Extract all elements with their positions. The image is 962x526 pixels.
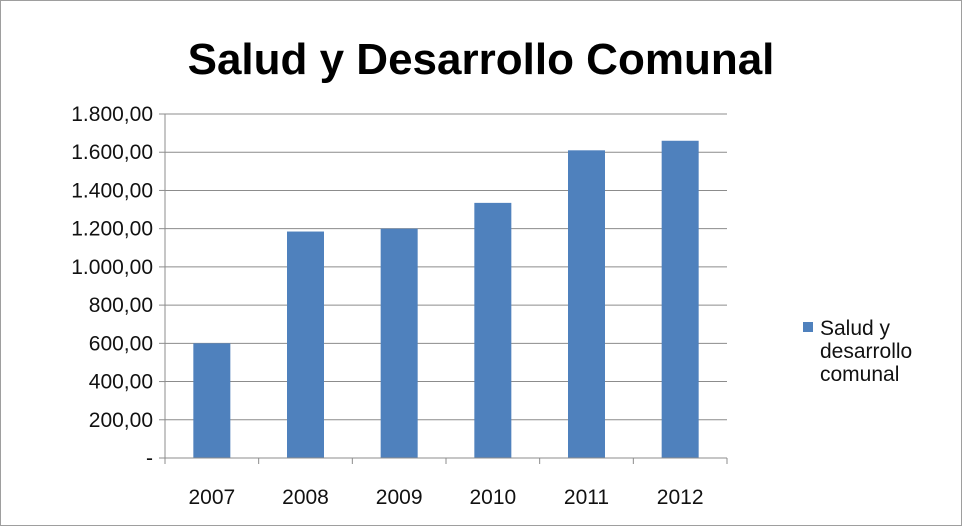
- legend-label-line: desarrollo: [820, 340, 912, 363]
- chart-title: Salud y Desarrollo Comunal: [187, 35, 775, 84]
- bar: [568, 150, 605, 459]
- y-tick-label: 1.800,00: [71, 103, 153, 126]
- bars: [193, 140, 699, 459]
- y-tick-label: 800,00: [89, 294, 153, 317]
- x-tick-label: 2009: [376, 486, 423, 509]
- bar: [661, 140, 699, 458]
- y-tick-label: 1.200,00: [71, 218, 153, 241]
- legend-label: Salud y desarrollo comunal: [820, 317, 912, 386]
- x-tick-label: 2011: [564, 486, 609, 509]
- y-tick-label: 200,00: [89, 409, 153, 432]
- legend: Salud y desarrollo comunal: [803, 317, 912, 386]
- y-tick-label: 1.400,00: [71, 179, 153, 202]
- x-tick-label: 2007: [188, 486, 235, 509]
- gridlines: [159, 113, 727, 459]
- y-tick-labels: - 200,00 400,00 600,00 800,00 1.000,00 1.200,0…: [71, 103, 153, 470]
- x-tick-label: 2008: [282, 486, 329, 509]
- bar: [287, 231, 324, 458]
- bar: [474, 202, 512, 458]
- bar: [380, 228, 418, 458]
- y-tick-label: -: [146, 447, 153, 470]
- legend-label-line: comunal: [820, 363, 899, 386]
- legend-label-line: Salud y: [820, 317, 891, 340]
- x-tick-label: 2010: [469, 486, 516, 509]
- bar: [193, 343, 231, 458]
- y-tick-label: 1.000,00: [71, 256, 153, 279]
- legend-swatch: [803, 322, 813, 332]
- x-tick-labels: 2007 2008 2009 2010 2011 2012: [188, 486, 703, 509]
- y-tick-label: 600,00: [89, 332, 153, 355]
- axes: [164, 114, 728, 464]
- y-tick-label: 400,00: [89, 371, 153, 394]
- x-tick-label: 2012: [657, 486, 704, 509]
- y-tick-label: 1.600,00: [71, 141, 153, 164]
